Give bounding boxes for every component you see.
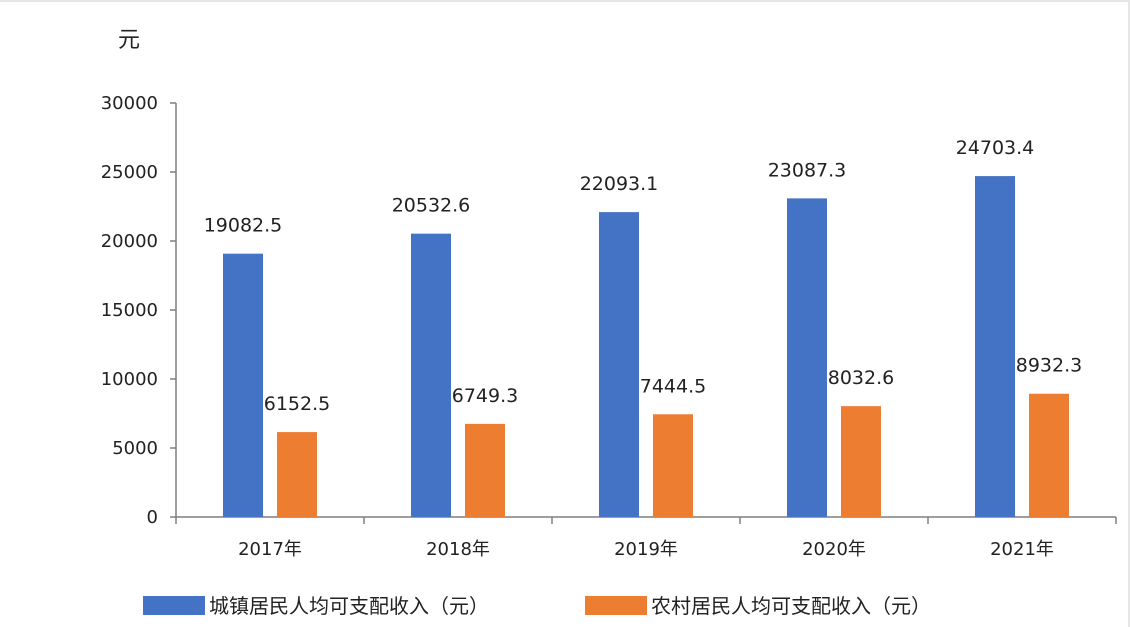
bar-rural: [465, 423, 505, 517]
axes: 0 5000 10000 15000 20000 25000 30000 2017年 2018年…: [101, 93, 1117, 560]
bar-urban: [411, 233, 451, 517]
y-tick-label: 5000: [112, 438, 158, 459]
bar-urban: [975, 176, 1015, 517]
x-category-label: 2017年: [238, 539, 302, 560]
y-tick-label: 25000: [101, 162, 158, 183]
bar-urban: [223, 253, 263, 517]
legend: 城镇居民人均可支配收入（元） 农村居民人均可支配收入（元）: [143, 594, 931, 618]
data-label-urban: 23087.3: [768, 159, 847, 181]
data-label-urban: 20532.6: [392, 195, 471, 217]
y-tick-label: 30000: [101, 93, 158, 114]
bar-rural: [841, 406, 881, 517]
x-category-label: 2019年: [614, 539, 678, 560]
data-labels: 19082.5 20532.6 22093.1 23087.3 24703.4 6152.…: [204, 137, 1083, 415]
data-label-rural: 8932.3: [1016, 355, 1082, 377]
data-label-rural: 6152.5: [264, 393, 330, 415]
legend-swatch-rural: [585, 596, 647, 615]
legend-label-rural: 农村居民人均可支配收入（元）: [651, 594, 931, 618]
legend-label-urban: 城镇居民人均可支配收入（元）: [209, 594, 489, 618]
data-label-rural: 8032.6: [828, 367, 894, 389]
y-tick-label: 20000: [101, 231, 158, 252]
frame-top-border: [0, 0, 1130, 2]
y-tick-label: 10000: [101, 369, 158, 390]
bar-urban: [599, 212, 639, 517]
bar-rural: [277, 432, 317, 517]
data-label-urban: 24703.4: [956, 137, 1035, 159]
legend-swatch-urban: [143, 596, 205, 615]
bar-urban: [787, 198, 827, 517]
bar-rural: [1029, 393, 1069, 517]
data-label-urban: 22093.1: [580, 173, 659, 195]
y-tick-label: 0: [147, 507, 158, 528]
data-label-urban: 19082.5: [204, 215, 283, 237]
x-category-label: 2020年: [802, 539, 866, 560]
frame-right-border: [1128, 0, 1130, 627]
data-label-rural: 6749.3: [452, 385, 518, 407]
y-unit-label: 元: [118, 28, 140, 53]
x-category-label: 2018年: [426, 539, 490, 560]
x-category-label: 2021年: [990, 539, 1054, 560]
y-tick-label: 15000: [101, 300, 158, 321]
bars: [223, 176, 1069, 517]
data-label-rural: 7444.5: [640, 375, 706, 397]
bar-rural: [653, 414, 693, 517]
